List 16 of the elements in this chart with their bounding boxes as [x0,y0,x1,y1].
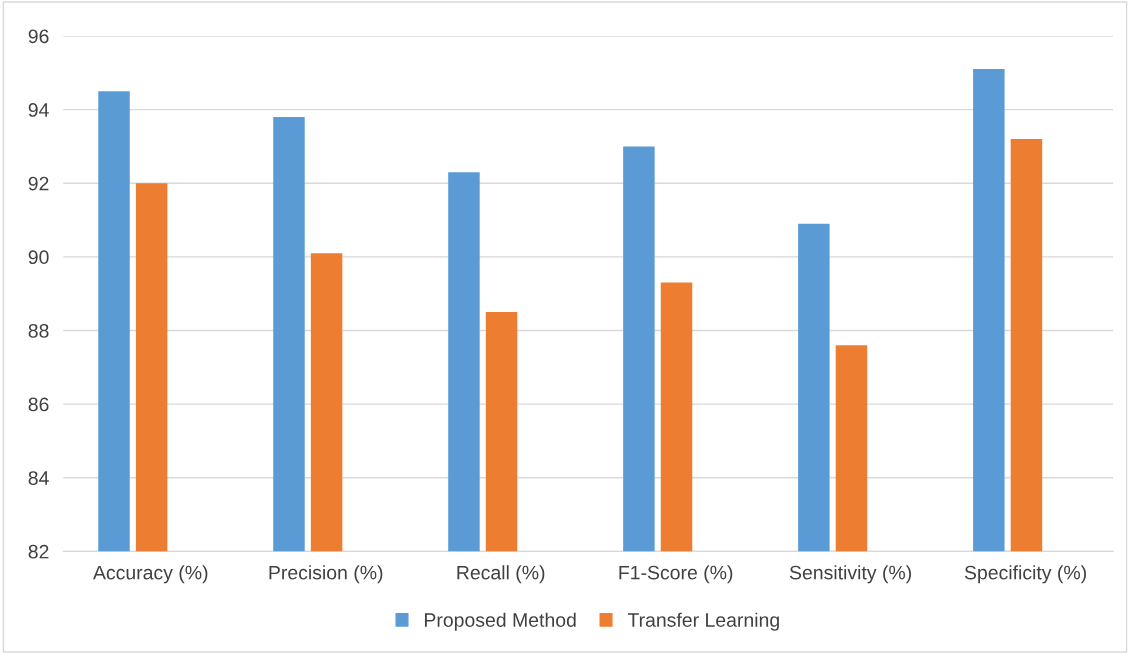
y-tick-label: 86 [28,397,49,412]
x-tick-label: Sensitivity (%) [789,565,911,584]
x-tick-label: Recall (%) [457,565,545,584]
y-tick-label: 90 [28,250,49,265]
y-tick-label: 82 [28,544,49,559]
x-tick-label: Precision (%) [269,565,383,584]
y-tick-label: 96 [28,29,49,44]
x-tick-label: Specificity (%) [964,565,1086,584]
x-tick-label: Accuracy (%) [93,565,208,584]
y-tick-label: 84 [28,471,49,485]
legend-label: Transfer Learning [627,612,779,631]
y-tick-label: 88 [28,323,49,338]
y-tick-label: 94 [28,103,49,117]
x-tick-label: F1-Score (%) [619,565,733,584]
y-tick-label: 92 [28,176,49,191]
legend-label: Proposed Method [424,612,576,631]
